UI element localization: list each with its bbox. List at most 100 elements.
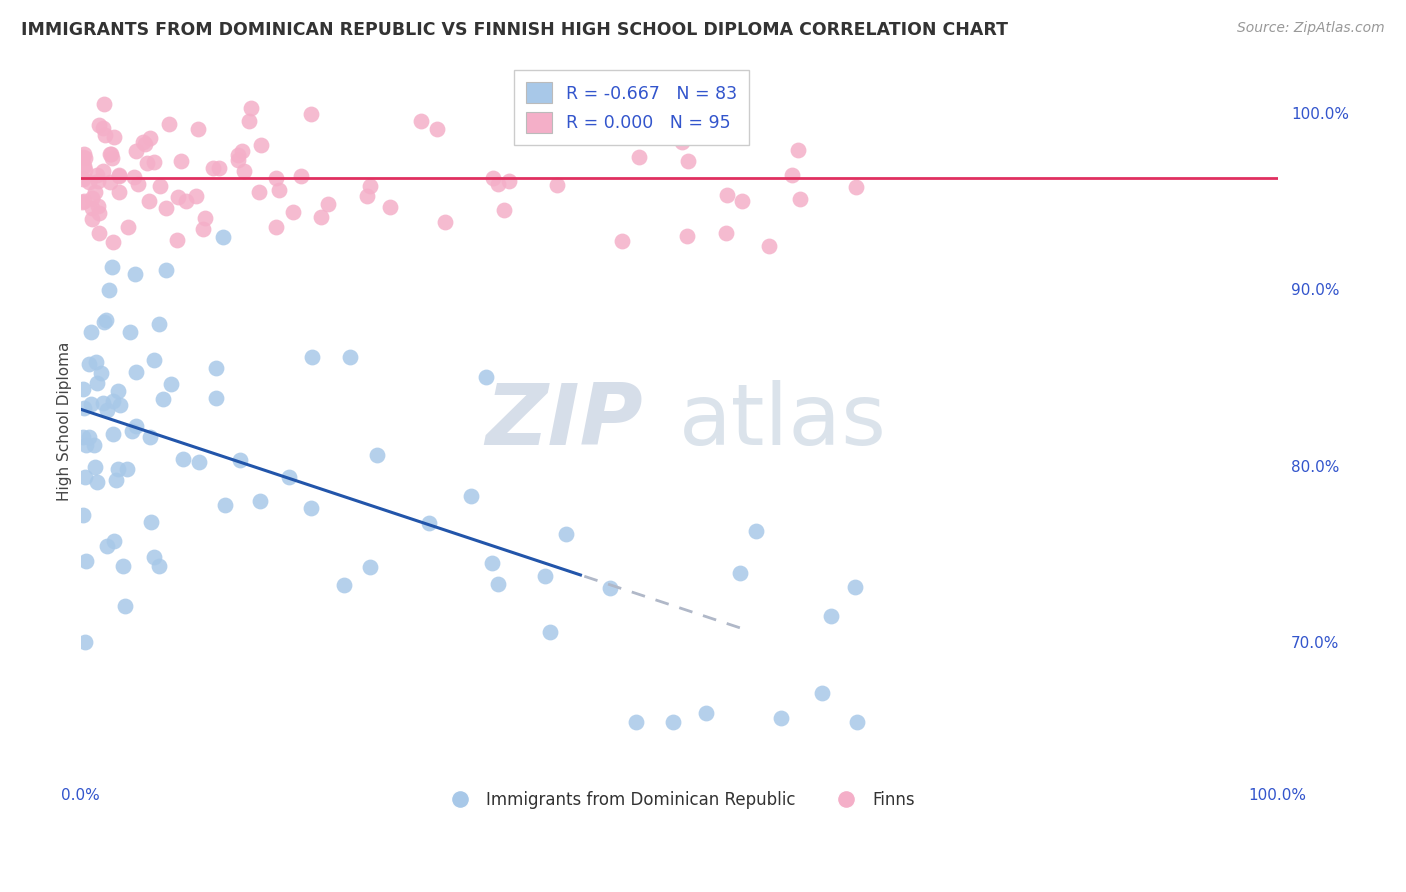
Point bbox=[770, 710, 793, 724]
Point bbox=[534, 569, 557, 583]
Point bbox=[108, 169, 131, 184]
Point bbox=[845, 714, 868, 729]
Point bbox=[745, 524, 768, 538]
Point bbox=[301, 350, 323, 364]
Point bbox=[238, 113, 260, 128]
Point bbox=[546, 178, 568, 192]
Point bbox=[73, 146, 96, 161]
Point bbox=[731, 194, 754, 209]
Point bbox=[91, 164, 114, 178]
Point bbox=[205, 392, 228, 406]
Text: IMMIGRANTS FROM DOMINICAN REPUBLIC VS FINNISH HIGH SCHOOL DIPLOMA CORRELATION CH: IMMIGRANTS FROM DOMINICAN REPUBLIC VS FI… bbox=[21, 21, 1008, 38]
Point bbox=[108, 185, 131, 199]
Point bbox=[155, 263, 177, 277]
Point bbox=[226, 148, 249, 162]
Point bbox=[538, 624, 561, 639]
Point bbox=[498, 174, 520, 188]
Point bbox=[77, 357, 100, 371]
Point bbox=[72, 383, 94, 397]
Point bbox=[80, 325, 103, 339]
Point bbox=[267, 183, 290, 197]
Point bbox=[73, 470, 96, 484]
Point bbox=[73, 401, 96, 415]
Point bbox=[787, 143, 810, 157]
Point bbox=[555, 527, 578, 541]
Point bbox=[80, 397, 103, 411]
Point bbox=[820, 609, 842, 624]
Point bbox=[174, 194, 197, 208]
Point bbox=[73, 635, 96, 649]
Point bbox=[166, 233, 188, 247]
Point bbox=[96, 402, 118, 417]
Point bbox=[121, 424, 143, 438]
Point bbox=[77, 175, 100, 189]
Point bbox=[101, 151, 124, 165]
Point bbox=[486, 577, 509, 591]
Point bbox=[208, 161, 231, 176]
Point bbox=[290, 169, 312, 184]
Text: ZIP: ZIP bbox=[485, 380, 643, 463]
Point bbox=[214, 498, 236, 512]
Point bbox=[730, 566, 752, 580]
Point bbox=[845, 179, 868, 194]
Point bbox=[132, 135, 155, 149]
Point bbox=[277, 470, 299, 484]
Point bbox=[107, 462, 129, 476]
Point bbox=[143, 550, 166, 565]
Point bbox=[134, 136, 156, 151]
Point bbox=[86, 376, 108, 391]
Point bbox=[250, 138, 273, 153]
Point bbox=[212, 230, 235, 244]
Point bbox=[155, 201, 177, 215]
Point bbox=[299, 107, 322, 121]
Point bbox=[127, 177, 149, 191]
Point bbox=[72, 150, 94, 164]
Point bbox=[114, 599, 136, 614]
Point bbox=[73, 162, 96, 177]
Point bbox=[93, 315, 115, 329]
Point bbox=[418, 516, 440, 530]
Point bbox=[187, 455, 209, 469]
Point bbox=[101, 235, 124, 250]
Point bbox=[610, 234, 633, 248]
Point bbox=[844, 580, 866, 594]
Point bbox=[80, 211, 103, 226]
Point bbox=[80, 201, 103, 215]
Point bbox=[356, 189, 378, 203]
Point bbox=[100, 260, 122, 274]
Point bbox=[107, 384, 129, 398]
Point bbox=[758, 239, 780, 253]
Point bbox=[233, 164, 256, 178]
Point bbox=[72, 508, 94, 522]
Point bbox=[264, 170, 287, 185]
Point bbox=[170, 154, 193, 169]
Point bbox=[481, 556, 503, 570]
Point bbox=[202, 161, 225, 175]
Point bbox=[80, 190, 103, 204]
Point bbox=[73, 151, 96, 165]
Point bbox=[98, 283, 121, 297]
Point bbox=[84, 185, 107, 199]
Point bbox=[143, 155, 166, 169]
Point bbox=[83, 459, 105, 474]
Point bbox=[86, 168, 108, 182]
Point bbox=[73, 194, 96, 208]
Point bbox=[231, 144, 253, 158]
Point bbox=[84, 355, 107, 369]
Point bbox=[714, 226, 737, 240]
Point bbox=[91, 121, 114, 136]
Point bbox=[157, 116, 180, 130]
Point bbox=[628, 150, 651, 164]
Point bbox=[281, 204, 304, 219]
Point bbox=[191, 221, 214, 235]
Point bbox=[76, 437, 98, 451]
Point bbox=[152, 392, 174, 407]
Point bbox=[359, 560, 381, 574]
Point bbox=[228, 453, 250, 467]
Point bbox=[138, 194, 160, 208]
Point bbox=[87, 199, 110, 213]
Point bbox=[339, 350, 361, 364]
Point bbox=[810, 685, 832, 699]
Point bbox=[72, 430, 94, 444]
Point bbox=[101, 427, 124, 442]
